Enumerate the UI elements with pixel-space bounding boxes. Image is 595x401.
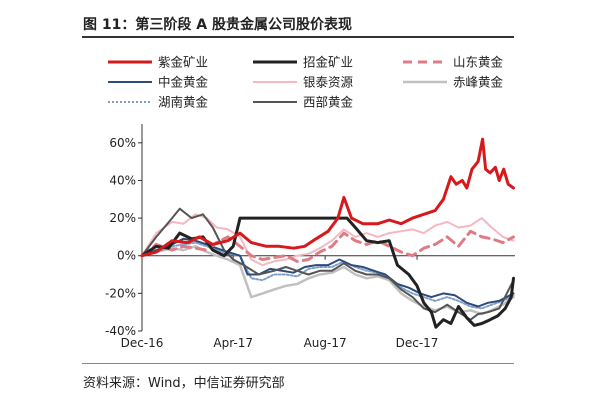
plot-area xyxy=(140,137,515,329)
series-line-5 xyxy=(141,213,515,267)
series-line-7 xyxy=(141,241,515,310)
x-axis: Dec-16 Apr-17 Aug-17 Dec-17 xyxy=(121,255,515,350)
y-tick-label-3: 0% xyxy=(117,249,136,263)
figure-title: 图 11：第三阶段 A 股贵金属公司股价表现 xyxy=(83,17,352,33)
y-tick-label-1: 40% xyxy=(109,173,136,187)
x-tick-label-0: Dec-16 xyxy=(121,336,164,350)
legend-label-5: 银泰资源 xyxy=(303,75,354,90)
series-line-1 xyxy=(140,137,515,258)
x-tick-label-3: Dec-17 xyxy=(396,336,439,350)
title-rule xyxy=(82,36,514,38)
y-tick-label-2: 20% xyxy=(109,211,136,225)
x-tick-label-2: Aug-17 xyxy=(304,336,347,350)
footer-rule xyxy=(82,363,514,364)
source-note: 资料来源：Wind，中信证券研究部 xyxy=(83,376,285,391)
legend-label-4: 中金黄金 xyxy=(158,75,209,90)
legend-label-2: 招金矿业 xyxy=(303,55,353,70)
legend-label-6: 赤峰黄金 xyxy=(453,75,504,90)
series-line-2 xyxy=(140,216,515,329)
legend-label-7: 湖南黄金 xyxy=(158,95,209,110)
y-tick-label-5: -40% xyxy=(105,324,136,338)
legend-label-3: 山东黄金 xyxy=(453,55,504,70)
legend-label-8: 西部黄金 xyxy=(303,95,354,110)
y-axis: 60% 40% 20% 0% -20% -40% xyxy=(105,124,143,338)
series-line-8 xyxy=(141,207,515,321)
x-tick-label-1: Apr-17 xyxy=(213,336,253,350)
series-line-6 xyxy=(140,245,515,316)
y-tick-label-0: 60% xyxy=(109,136,136,150)
y-tick-label-4: -20% xyxy=(105,286,136,300)
legend-label-1: 紫金矿业 xyxy=(158,55,208,70)
